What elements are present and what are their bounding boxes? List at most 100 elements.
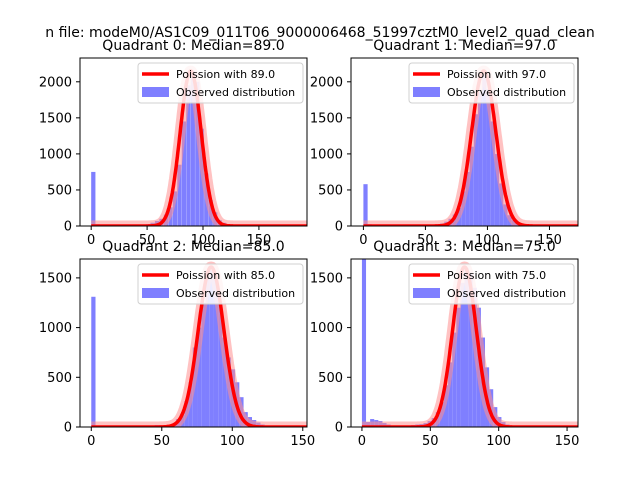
legend-hist-label: Observed distribution	[176, 86, 295, 99]
hist-bar	[464, 267, 469, 427]
hist-bar	[490, 121, 495, 226]
x-tick-label: 0	[87, 434, 95, 449]
legend-box	[408, 263, 575, 305]
hist-bar	[448, 362, 453, 427]
y-tick-label: 500	[318, 371, 343, 386]
y-tick-label: 0	[335, 220, 343, 235]
x-tick-label: 100	[486, 434, 511, 449]
plot-area	[86, 65, 307, 226]
figure-suptitle: n file: modeM0/AS1C09_011T06_9000006468_…	[45, 25, 594, 41]
hist-bar	[363, 184, 368, 226]
hist-bar	[195, 81, 200, 226]
poisson-fit-line	[89, 69, 307, 226]
poisson-fit-line	[362, 69, 578, 226]
x-tick-label: 50	[139, 233, 156, 248]
hist-bar	[456, 307, 461, 427]
y-tick-label: 0	[335, 421, 343, 436]
legend: Poission with 97.0 Observed distribution	[408, 62, 575, 104]
hist-bar	[222, 337, 227, 427]
hist-bar	[205, 277, 210, 427]
legend-hist-swatch	[142, 288, 169, 298]
y-tick-label: 2000	[39, 75, 72, 90]
x-tick-label: 100	[191, 233, 216, 248]
subplot-title: Quadrant 1: Median=97.0	[373, 38, 555, 54]
y-tick-label: 500	[318, 183, 343, 198]
hist-bar	[494, 153, 500, 226]
y-tick-label: 1500	[39, 271, 72, 286]
y-tick-label: 0	[64, 220, 72, 235]
hist-bar	[209, 269, 214, 427]
y-tick-label: 1500	[310, 111, 343, 126]
hist-bar	[465, 171, 470, 226]
hist-bar	[452, 332, 457, 427]
hist-bar	[177, 164, 182, 226]
hist-bar	[499, 183, 504, 226]
axes-frame	[79, 57, 308, 227]
x-tick-label: 150	[537, 233, 562, 248]
y-tick-label: 1500	[310, 271, 343, 286]
hist-bar	[482, 70, 487, 226]
hist-bar	[201, 302, 206, 427]
hist-bar	[503, 204, 508, 226]
y-tick-label: 1000	[310, 321, 343, 336]
y-tick-label: 1000	[39, 321, 72, 336]
legend-fit-label: Poission with 89.0	[176, 68, 275, 81]
axes-frame	[350, 57, 579, 227]
y-tick-label: 1000	[39, 147, 72, 162]
y-tick-label: 1500	[39, 111, 72, 126]
hist-bar	[213, 279, 219, 427]
legend: Poission with 85.0 Observed distribution	[137, 263, 304, 305]
legend-hist-swatch	[413, 87, 440, 97]
axes-frame	[350, 258, 579, 428]
hist-bar	[197, 327, 202, 427]
legend-hist-swatch	[142, 87, 169, 97]
y-tick-label: 0	[64, 421, 72, 436]
x-tick-label: 50	[154, 434, 171, 449]
hist-bar	[460, 282, 465, 427]
subplot-title: Quadrant 3: Median=75.0	[373, 239, 555, 255]
x-tick-label: 50	[422, 434, 439, 449]
y-tick-label: 500	[47, 183, 72, 198]
x-tick-label: 150	[555, 434, 580, 449]
hist-bar	[473, 114, 479, 226]
hist-bar	[361, 259, 367, 427]
hist-bar	[486, 89, 491, 226]
x-tick-label: 150	[247, 233, 272, 248]
legend-box	[408, 62, 575, 104]
hist-bar	[172, 191, 178, 226]
legend-fit-label: Poission with 97.0	[447, 68, 546, 81]
legend-hist-swatch	[413, 288, 440, 298]
x-tick-label: 0	[87, 233, 95, 248]
hist-bar	[469, 146, 474, 226]
axes-frame	[79, 258, 308, 428]
x-tick-label: 100	[475, 233, 500, 248]
legend-hist-label: Observed distribution	[447, 287, 566, 300]
y-tick-label: 1000	[310, 147, 343, 162]
legend-box	[137, 62, 304, 104]
legend-fit-label: Poission with 75.0	[447, 269, 546, 282]
subplot-title: Quadrant 0: Median=89.0	[102, 38, 284, 54]
x-tick-label: 0	[359, 233, 367, 248]
hist-bar	[468, 272, 473, 427]
subplot-title: Quadrant 2: Median=85.0	[102, 239, 284, 255]
x-tick-label: 150	[290, 434, 315, 449]
y-tick-label: 2000	[310, 75, 343, 90]
hist-bar	[190, 70, 195, 226]
x-tick-label: 100	[220, 434, 245, 449]
legend-fit-label: Poission with 85.0	[176, 269, 275, 282]
hist-bar	[181, 121, 187, 226]
plot-area	[358, 65, 578, 226]
legend: Poission with 75.0 Observed distribution	[408, 263, 575, 305]
legend: Poission with 89.0 Observed distribution	[137, 62, 304, 104]
legend-box	[137, 263, 304, 305]
x-tick-label: 50	[417, 233, 434, 248]
x-tick-label: 0	[358, 434, 366, 449]
plot-area	[86, 261, 307, 427]
hist-bar	[91, 296, 96, 427]
